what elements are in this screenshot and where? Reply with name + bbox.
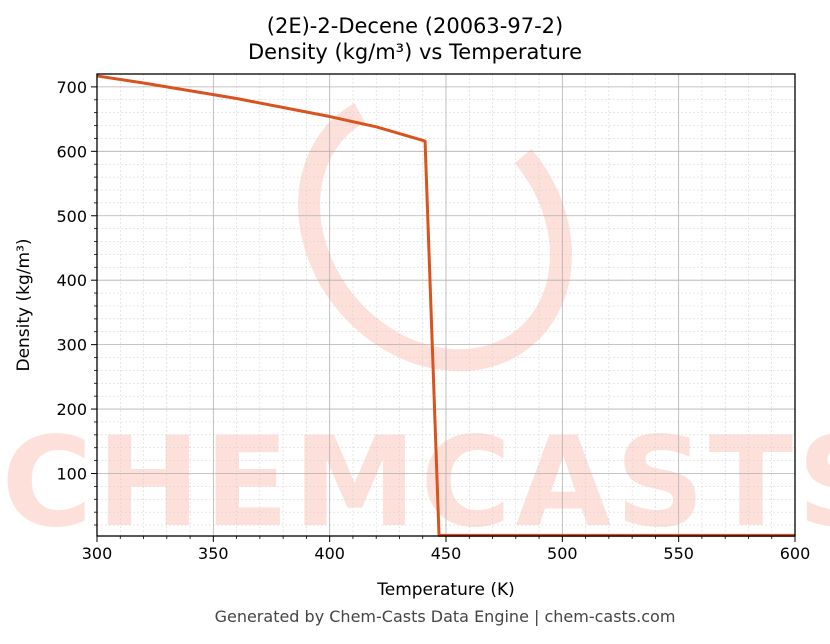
y-tick-label: 300 — [56, 336, 87, 355]
footer-credit: Generated by Chem-Casts Data Engine | ch… — [214, 607, 676, 626]
watermark-text: CHEMCASTS — [1, 411, 830, 555]
y-tick-label: 700 — [56, 78, 87, 97]
axis-tick-labels: 300 350 400 450 500 550 600 100 200 300 400 500 600 7… — [56, 78, 810, 563]
chemcasts-watermark: CHEMCASTS — [1, 88, 830, 555]
x-tick-label: 500 — [547, 544, 578, 563]
x-tick-label: 400 — [314, 544, 345, 563]
x-tick-label: 350 — [198, 544, 229, 563]
x-tick-label: 300 — [82, 544, 113, 563]
x-tick-label: 550 — [663, 544, 694, 563]
y-axis-label: Density (kg/m³) — [14, 238, 34, 371]
chart-subtitle: Density (kg/m³) vs Temperature — [247, 40, 583, 64]
y-tick-label: 100 — [56, 464, 87, 483]
watermark-logo-ring — [298, 88, 572, 372]
chart-title: (2E)-2-Decene (20063-97-2) — [266, 14, 564, 38]
axis-ticks — [91, 86, 796, 542]
y-tick-label: 600 — [56, 142, 87, 161]
y-tick-label: 400 — [56, 271, 87, 290]
x-axis-label: Temperature (K) — [376, 580, 515, 600]
y-tick-label: 500 — [56, 207, 87, 226]
y-tick-label: 200 — [56, 400, 87, 419]
x-tick-label: 600 — [780, 544, 811, 563]
x-tick-label: 450 — [431, 544, 462, 563]
